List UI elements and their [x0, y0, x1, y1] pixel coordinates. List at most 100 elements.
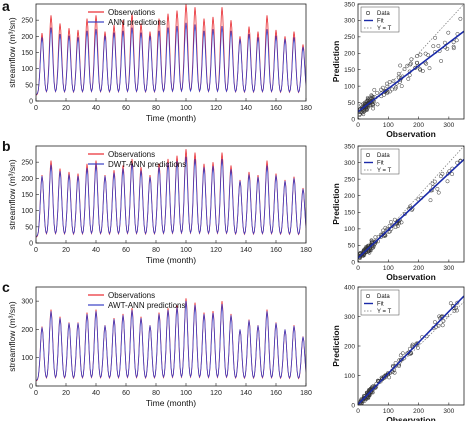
plot-frame — [357, 3, 465, 120]
data-point — [373, 235, 378, 240]
y-tick-label: 100 — [344, 83, 355, 90]
data-point — [393, 361, 398, 365]
data-point — [385, 84, 390, 89]
x-tick-label: 200 — [413, 265, 424, 272]
x-axis-label: Observation — [386, 415, 436, 421]
data-point — [445, 46, 450, 51]
x-tick-label: 120 — [210, 105, 222, 112]
x-tick-label: 20 — [62, 247, 70, 254]
x-tick-label: 60 — [122, 105, 130, 112]
x-tick-label: 100 — [180, 105, 192, 112]
legend-entry: ANN predictions — [108, 18, 166, 27]
data-point — [427, 66, 432, 71]
legend-entry: Fit — [377, 19, 384, 25]
y-tick-label: 200 — [344, 343, 355, 350]
data-point — [399, 84, 404, 89]
legend-swatch — [365, 293, 370, 298]
timeseries-panel: 0 20 40 60 80 100 120 140 160 180 0 50 100 150 200 250 T… — [7, 3, 312, 123]
data-point — [405, 63, 410, 68]
x-tick-label: 100 — [383, 122, 394, 129]
x-tick-label: 40 — [92, 105, 100, 112]
y-axis-label: streamflow (m³/sn) — [7, 159, 17, 230]
data-point — [455, 160, 460, 165]
data-point — [423, 51, 428, 56]
data-point — [440, 171, 445, 176]
data-point — [371, 102, 376, 106]
y-tick-label: 300 — [344, 160, 355, 167]
data-point — [452, 308, 457, 313]
y-tick-label: 150 — [21, 192, 33, 199]
x-tick-label: 80 — [152, 105, 160, 112]
x-tick-label: 140 — [240, 105, 252, 112]
y-axis-label: Prediction — [331, 183, 341, 225]
data-point — [369, 240, 374, 245]
plot-frame — [357, 145, 465, 263]
data-point — [389, 219, 393, 224]
y-tick-label: 350 — [344, 1, 355, 8]
legend-entry: DWT-ANN predictions — [108, 160, 186, 169]
data-point — [428, 198, 433, 203]
data-point — [379, 87, 384, 92]
data-point — [400, 351, 405, 356]
data-point — [406, 76, 411, 81]
identity-line — [358, 4, 464, 119]
y-axis-label: Prediction — [331, 41, 341, 83]
data-point — [432, 320, 437, 325]
data-point — [392, 217, 397, 222]
data-point — [362, 250, 366, 255]
data-point — [402, 212, 407, 216]
y-tick-label: 0 — [351, 259, 355, 266]
legend-entry: Data — [377, 153, 390, 159]
x-tick-label: 140 — [240, 247, 252, 254]
data-point — [424, 61, 429, 66]
x-axis-label: Observation — [386, 129, 436, 139]
scatter-panel: 0 100 200 300 0 50 100 150 200 250 300 350 Observati… — [331, 1, 465, 139]
y-tick-label: 350 — [344, 143, 355, 150]
data-point — [410, 344, 415, 349]
data-point — [409, 351, 414, 356]
y-tick-label: 250 — [344, 34, 355, 41]
x-tick-label: 300 — [443, 408, 454, 415]
data-point — [402, 67, 407, 72]
series-line-2 — [36, 301, 306, 381]
x-tick-label: 20 — [62, 105, 70, 112]
y-axis-label: Prediction — [331, 325, 341, 367]
x-tick-label: 100 — [180, 247, 192, 254]
x-axis-label: Observation — [386, 272, 436, 282]
data-point — [458, 16, 463, 21]
data-point — [430, 181, 435, 186]
y-tick-label: 0 — [29, 241, 33, 248]
y-tick-label: 150 — [344, 67, 355, 74]
x-tick-label: 160 — [270, 247, 282, 254]
data-point — [369, 238, 374, 243]
y-tick-label: 150 — [344, 210, 355, 217]
x-tick-label: 0 — [34, 390, 38, 397]
data-point — [436, 323, 441, 328]
y-tick-label: 150 — [21, 50, 33, 57]
y-tick-label: 100 — [21, 66, 33, 73]
x-tick-label: 160 — [270, 105, 282, 112]
legend-entry: AWT-ANN predictions — [108, 301, 186, 310]
scatter-panel: 0 100 200 300 0 50 100 150 200 250 300 350 Observati… — [331, 143, 465, 282]
data-point — [448, 301, 453, 306]
x-tick-label: 180 — [300, 247, 312, 254]
legend-entry: Y = T — [377, 309, 392, 315]
series-line-2 — [36, 22, 306, 95]
data-point — [442, 40, 447, 45]
data-point — [432, 179, 437, 184]
data-point — [435, 186, 440, 191]
identity-line — [358, 301, 464, 405]
fit-line — [358, 30, 464, 113]
x-tick-label: 160 — [270, 390, 282, 397]
data-point — [437, 314, 442, 319]
x-tick-label: 80 — [152, 390, 160, 397]
y-tick-label: 200 — [344, 51, 355, 58]
y-tick-label: 250 — [21, 160, 33, 167]
data-point — [433, 35, 438, 40]
data-point — [445, 179, 450, 184]
legend-swatch — [365, 153, 370, 158]
data-point — [436, 43, 441, 48]
series-line-2 — [36, 156, 306, 237]
y-tick-label: 200 — [344, 193, 355, 200]
